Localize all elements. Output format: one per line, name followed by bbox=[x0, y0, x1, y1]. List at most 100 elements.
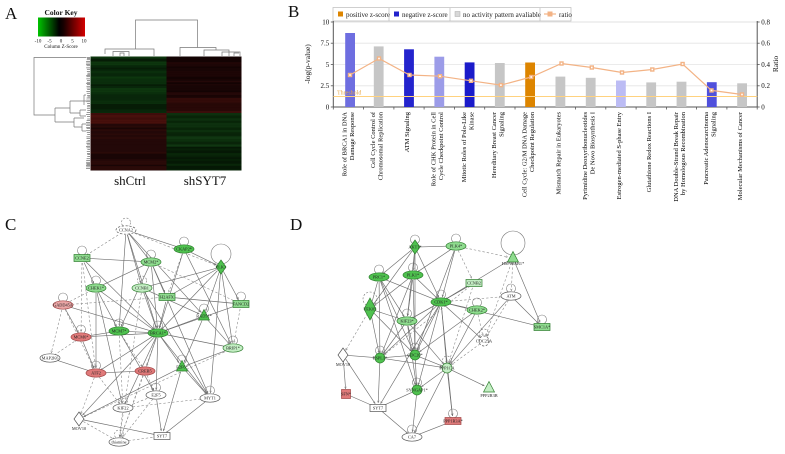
svg-text:ratio: ratio bbox=[559, 11, 572, 19]
svg-text:SFN*: SFN* bbox=[341, 392, 351, 397]
svg-text:7.5: 7.5 bbox=[321, 40, 330, 48]
svg-text:H2AFX: H2AFX bbox=[160, 295, 175, 300]
svg-text:AKT1*: AKT1* bbox=[408, 245, 421, 250]
svg-text:CDC25A: CDC25A bbox=[476, 339, 493, 344]
svg-text:PPP2R3B: PPP2R3B bbox=[480, 393, 497, 398]
svg-text:MCM7*: MCM7* bbox=[112, 329, 127, 334]
svg-text:Cell Cycle: G2/M DNA Damage: Cell Cycle: G2/M DNA Damage bbox=[521, 112, 528, 197]
svg-text:CA7: CA7 bbox=[408, 435, 417, 440]
svg-text:ATM: ATM bbox=[506, 294, 515, 299]
svg-text:Role of CHK Protein in Cell: Role of CHK Protein in Cell bbox=[431, 112, 438, 186]
svg-text:negative z-score: negative z-score bbox=[402, 11, 448, 19]
svg-text:PPP1R3A*: PPP1R3A* bbox=[443, 419, 463, 424]
svg-text:Signaling: Signaling bbox=[711, 111, 718, 137]
svg-text:CREB5: CREB5 bbox=[138, 369, 151, 374]
svg-text:positive z-score: positive z-score bbox=[346, 11, 390, 19]
svg-text:2.5: 2.5 bbox=[321, 82, 330, 90]
svg-text:-5: -5 bbox=[47, 40, 52, 45]
svg-text:Role of BRCA1 in DNA: Role of BRCA1 in DNA bbox=[341, 112, 348, 177]
svg-text:DNA Double-Strand Break Repair: DNA Double-Strand Break Repair bbox=[673, 111, 680, 202]
svg-text:PLK1: PLK1 bbox=[216, 265, 226, 270]
svg-text:Checkpoint Regulation: Checkpoint Regulation bbox=[529, 111, 536, 172]
svg-text:Pancreatic Adenocarcinoma: Pancreatic Adenocarcinoma bbox=[703, 112, 710, 185]
svg-text:SYT7: SYT7 bbox=[373, 406, 384, 411]
svg-text:CDC20*: CDC20* bbox=[407, 353, 422, 358]
svg-text:CCNE2: CCNE2 bbox=[75, 256, 89, 261]
svg-text:CHEK2*: CHEK2* bbox=[469, 308, 485, 313]
svg-text:CKAP2*: CKAP2* bbox=[176, 247, 192, 252]
svg-text:D: D bbox=[290, 215, 302, 234]
svg-text:ATM Signaling: ATM Signaling bbox=[404, 111, 411, 152]
svg-text:Kinase: Kinase bbox=[468, 112, 475, 130]
svg-text:MYT1: MYT1 bbox=[204, 396, 216, 401]
svg-text:De Novo Biosynthesis I: De Novo Biosynthesis I bbox=[589, 112, 596, 174]
svg-text:BRIP1*: BRIP1* bbox=[226, 346, 240, 351]
svg-text:ESPL1*: ESPL1* bbox=[373, 356, 387, 361]
svg-text:A: A bbox=[5, 4, 18, 23]
svg-text:Signaling: Signaling bbox=[499, 111, 506, 137]
svg-text:MCM2*: MCM2* bbox=[144, 260, 159, 265]
svg-text:0.4: 0.4 bbox=[761, 61, 770, 69]
svg-text:C: C bbox=[5, 215, 16, 234]
svg-text:KIF22: KIF22 bbox=[117, 406, 128, 411]
svg-text:CCNA2: CCNA2 bbox=[119, 228, 133, 233]
svg-text:Glutathione Redox Reactions I: Glutathione Redox Reactions I bbox=[646, 112, 653, 192]
svg-text:-log(p-value): -log(p-value) bbox=[303, 44, 312, 84]
svg-text:0.8: 0.8 bbox=[761, 18, 770, 26]
svg-text:PPP1CA: PPP1CA bbox=[439, 366, 455, 371]
svg-text:Cycle Checkpoint Control: Cycle Checkpoint Control bbox=[438, 112, 445, 180]
svg-text:E2F5: E2F5 bbox=[151, 393, 160, 398]
svg-text:MCM6*: MCM6* bbox=[74, 335, 89, 340]
svg-text:0.2: 0.2 bbox=[761, 82, 770, 90]
svg-text:CDK1*: CDK1* bbox=[434, 300, 447, 305]
svg-text:thiamine: thiamine bbox=[111, 440, 126, 445]
svg-text:0: 0 bbox=[326, 103, 330, 111]
svg-text:0: 0 bbox=[60, 40, 63, 45]
svg-text:E2F6*: E2F6* bbox=[176, 365, 187, 370]
svg-text:Damage Response: Damage Response bbox=[349, 112, 356, 160]
svg-text:Pyrimidine Deoxyribonucleotide: Pyrimidine Deoxyribonucleotides bbox=[582, 112, 589, 200]
svg-text:0: 0 bbox=[761, 103, 765, 111]
svg-text:Cell Cycle Control of: Cell Cycle Control of bbox=[370, 111, 377, 168]
svg-text:SYNGAP1*: SYNGAP1* bbox=[406, 388, 428, 393]
svg-text:no activity pattern avaliable: no activity pattern avaliable bbox=[463, 11, 541, 19]
svg-text:Column Z-Score: Column Z-Score bbox=[44, 45, 78, 50]
svg-text:shSYT7: shSYT7 bbox=[184, 173, 227, 188]
svg-text:SMC1A*: SMC1A* bbox=[534, 325, 550, 330]
svg-text:RAD51*: RAD51* bbox=[196, 314, 212, 319]
svg-text:Color Key: Color Key bbox=[45, 8, 78, 17]
svg-text:KIF23*: KIF23* bbox=[400, 319, 413, 324]
svg-text:BRCA1*: BRCA1* bbox=[150, 331, 166, 336]
svg-text:B: B bbox=[288, 2, 299, 21]
svg-text:Threshold: Threshold bbox=[337, 91, 361, 97]
svg-text:0.6: 0.6 bbox=[761, 40, 770, 48]
svg-text:CCNB2: CCNB2 bbox=[467, 281, 481, 286]
svg-text:HSP90AB1*: HSP90AB1* bbox=[502, 261, 524, 266]
svg-text:10: 10 bbox=[322, 18, 330, 26]
svg-text:-10: -10 bbox=[35, 40, 42, 45]
svg-text:by Homologous Recombination: by Homologous Recombination bbox=[680, 111, 687, 195]
svg-text:10: 10 bbox=[82, 40, 88, 45]
svg-text:Ratio: Ratio bbox=[771, 56, 780, 72]
svg-text:GADD45A: GADD45A bbox=[53, 303, 74, 308]
svg-text:MAP2K6: MAP2K6 bbox=[42, 356, 60, 361]
svg-text:TEK05: TEK05 bbox=[364, 307, 377, 312]
svg-text:shCtrl: shCtrl bbox=[114, 173, 146, 188]
svg-text:FANCD2: FANCD2 bbox=[233, 302, 249, 307]
svg-text:CHEK1*: CHEK1* bbox=[88, 286, 104, 291]
svg-text:Estrogen-mediated S-phase Entr: Estrogen-mediated S-phase Entry bbox=[616, 111, 623, 199]
svg-text:5: 5 bbox=[326, 61, 330, 69]
svg-text:PRC1*: PRC1* bbox=[373, 275, 385, 280]
svg-text:Mitotic Roles of Polo-Like: Mitotic Roles of Polo-Like bbox=[461, 112, 468, 182]
svg-text:MOV10: MOV10 bbox=[72, 426, 86, 431]
svg-text:Chromosomal Replication: Chromosomal Replication bbox=[377, 111, 384, 180]
svg-text:Hereditary Breast Cancer: Hereditary Breast Cancer bbox=[491, 111, 498, 178]
svg-text:PLK1*: PLK1* bbox=[407, 273, 419, 278]
svg-text:Mismatch Repair in Eukaryotes: Mismatch Repair in Eukaryotes bbox=[555, 112, 562, 195]
svg-text:5: 5 bbox=[71, 40, 74, 45]
svg-text:CCNB1: CCNB1 bbox=[135, 286, 149, 291]
svg-text:MOV10: MOV10 bbox=[336, 362, 350, 367]
svg-text:Molecular Mechanisms of Cancer: Molecular Mechanisms of Cancer bbox=[737, 111, 744, 200]
svg-text:ATF2: ATF2 bbox=[91, 371, 101, 376]
svg-text:SYT7: SYT7 bbox=[157, 434, 168, 439]
